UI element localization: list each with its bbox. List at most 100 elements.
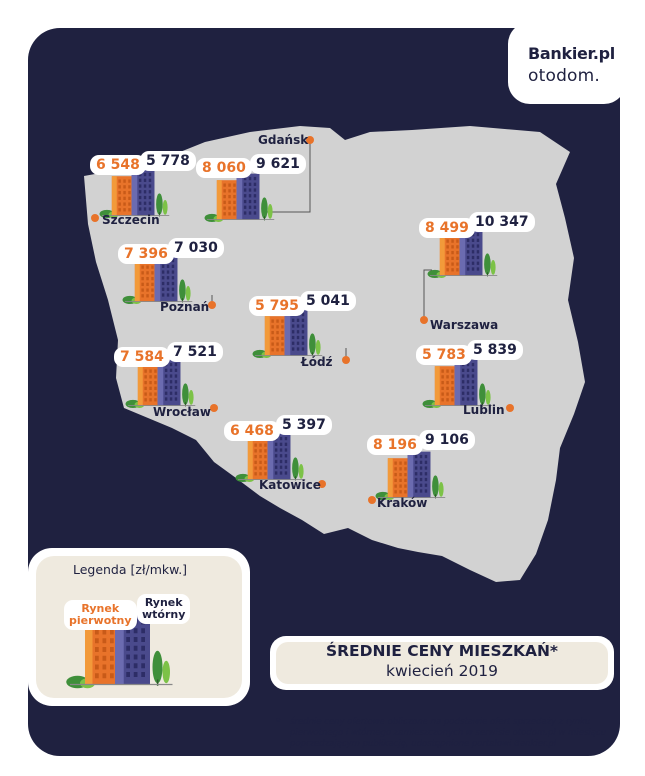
tree	[298, 463, 304, 479]
city-marker-lodz	[342, 356, 350, 364]
window	[133, 663, 138, 669]
window	[233, 200, 236, 204]
window	[169, 397, 173, 401]
window	[148, 201, 152, 205]
leader-line-warszawa	[423, 269, 432, 320]
window	[95, 647, 99, 652]
window	[471, 250, 475, 254]
window	[169, 391, 173, 395]
window	[414, 466, 418, 470]
window	[284, 436, 288, 441]
window	[476, 238, 480, 242]
primary-building-shade	[439, 236, 445, 276]
window	[141, 672, 145, 677]
window	[424, 483, 428, 487]
window	[243, 211, 247, 215]
tree	[479, 383, 486, 405]
infographic-title: ŚREDNIE CENY MIESZKAŃ*	[325, 642, 559, 660]
primary-building	[247, 440, 270, 480]
window	[126, 637, 130, 642]
tree	[179, 279, 186, 301]
secondary-building-shade	[131, 169, 138, 216]
window	[476, 267, 480, 271]
window	[148, 195, 152, 200]
window	[174, 368, 178, 372]
city-label-krakow: Kraków	[377, 496, 428, 510]
secondary-building	[459, 229, 483, 276]
window	[471, 238, 475, 242]
window	[248, 194, 252, 198]
window	[233, 183, 236, 187]
price-primary-lublin: 5 783	[416, 345, 472, 365]
window	[102, 664, 107, 670]
window	[284, 465, 288, 469]
window	[466, 238, 470, 242]
window	[118, 185, 121, 189]
window	[146, 282, 149, 286]
window	[143, 195, 147, 200]
window	[248, 182, 252, 186]
window	[301, 324, 305, 328]
window	[169, 380, 173, 384]
window	[141, 294, 144, 298]
window	[171, 287, 175, 291]
window	[419, 466, 423, 470]
window	[149, 392, 152, 396]
window	[284, 459, 288, 464]
window	[118, 196, 121, 200]
window	[171, 258, 175, 263]
window	[291, 335, 295, 340]
window	[169, 385, 173, 390]
secondary-building	[154, 255, 178, 302]
window	[276, 348, 279, 352]
window	[291, 347, 295, 351]
price-primary-warszawa: 8 499	[419, 218, 475, 238]
window	[281, 319, 284, 323]
tree	[485, 389, 491, 405]
tree-trunk	[156, 679, 159, 686]
window	[133, 645, 138, 651]
window	[259, 466, 262, 470]
window	[264, 449, 267, 453]
window	[149, 369, 152, 373]
window	[174, 391, 178, 395]
window	[441, 369, 444, 373]
window	[151, 288, 154, 292]
window	[441, 380, 444, 385]
window	[451, 398, 454, 402]
secondary-building	[454, 359, 478, 406]
primary-building	[387, 458, 410, 498]
window	[446, 369, 449, 373]
secondary-building-shade	[284, 309, 291, 356]
window	[148, 178, 152, 182]
window	[102, 629, 107, 635]
window	[461, 368, 465, 372]
city-label-katowice: Katowice	[259, 478, 321, 492]
window	[161, 264, 165, 268]
window	[466, 391, 470, 395]
window	[146, 288, 149, 292]
window	[296, 330, 300, 334]
window	[110, 655, 114, 661]
tree	[484, 253, 491, 275]
window	[248, 211, 252, 215]
city-marker-szczecin	[91, 214, 99, 222]
city-marker-katowice	[318, 480, 326, 488]
window	[446, 262, 449, 266]
window	[466, 374, 470, 378]
primary-building-shade	[111, 176, 117, 216]
price-secondary-gdansk: 9 621	[250, 154, 306, 174]
legend-secondary-line2: wtórny	[142, 608, 186, 621]
secondary-building	[131, 169, 155, 216]
tree-trunk	[158, 212, 160, 217]
window	[138, 184, 142, 188]
window	[281, 342, 284, 346]
window	[284, 442, 288, 446]
window	[223, 206, 226, 210]
tree	[185, 285, 191, 301]
window	[243, 199, 247, 204]
window	[144, 392, 147, 396]
window	[144, 375, 147, 379]
tree	[162, 660, 170, 684]
window	[138, 178, 142, 182]
